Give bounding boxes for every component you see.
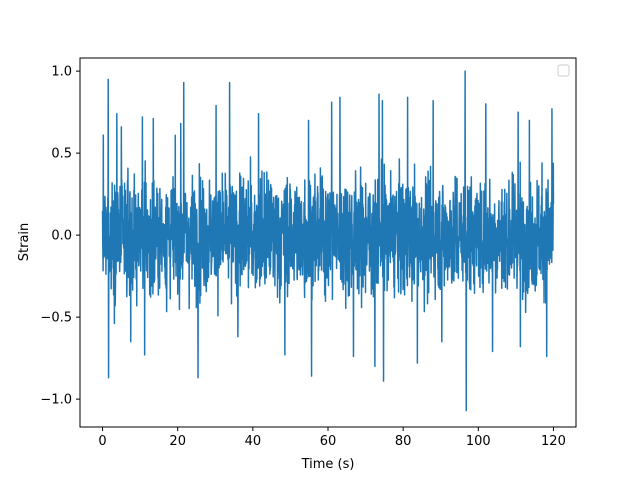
x-tick-label: 0 bbox=[98, 434, 106, 449]
y-tick-label: 0.5 bbox=[51, 147, 72, 162]
data-layer bbox=[101, 70, 555, 412]
axes-layer: 0 20 40 60 80 100 120 −1.0 −0.5 0.0 0.5 1.0 bbox=[40, 57, 577, 449]
legend-box bbox=[557, 64, 570, 77]
x-tick-label: 120 bbox=[541, 434, 566, 449]
x-tick-label: 100 bbox=[466, 434, 491, 449]
x-axis-label: Time (s) bbox=[301, 457, 355, 472]
y-tick-label: 0.0 bbox=[51, 229, 72, 244]
y-tick-label: −1.0 bbox=[40, 393, 72, 408]
y-tick-label: 1.0 bbox=[51, 65, 72, 80]
x-tick-label: 40 bbox=[245, 434, 262, 449]
x-tick-label: 80 bbox=[395, 434, 412, 449]
y-axis-label: Strain bbox=[17, 223, 32, 262]
x-tick-label: 20 bbox=[169, 434, 186, 449]
x-tick-label: 60 bbox=[320, 434, 337, 449]
y-tick-label: −0.5 bbox=[40, 311, 72, 326]
strain-series-line bbox=[101, 70, 555, 412]
